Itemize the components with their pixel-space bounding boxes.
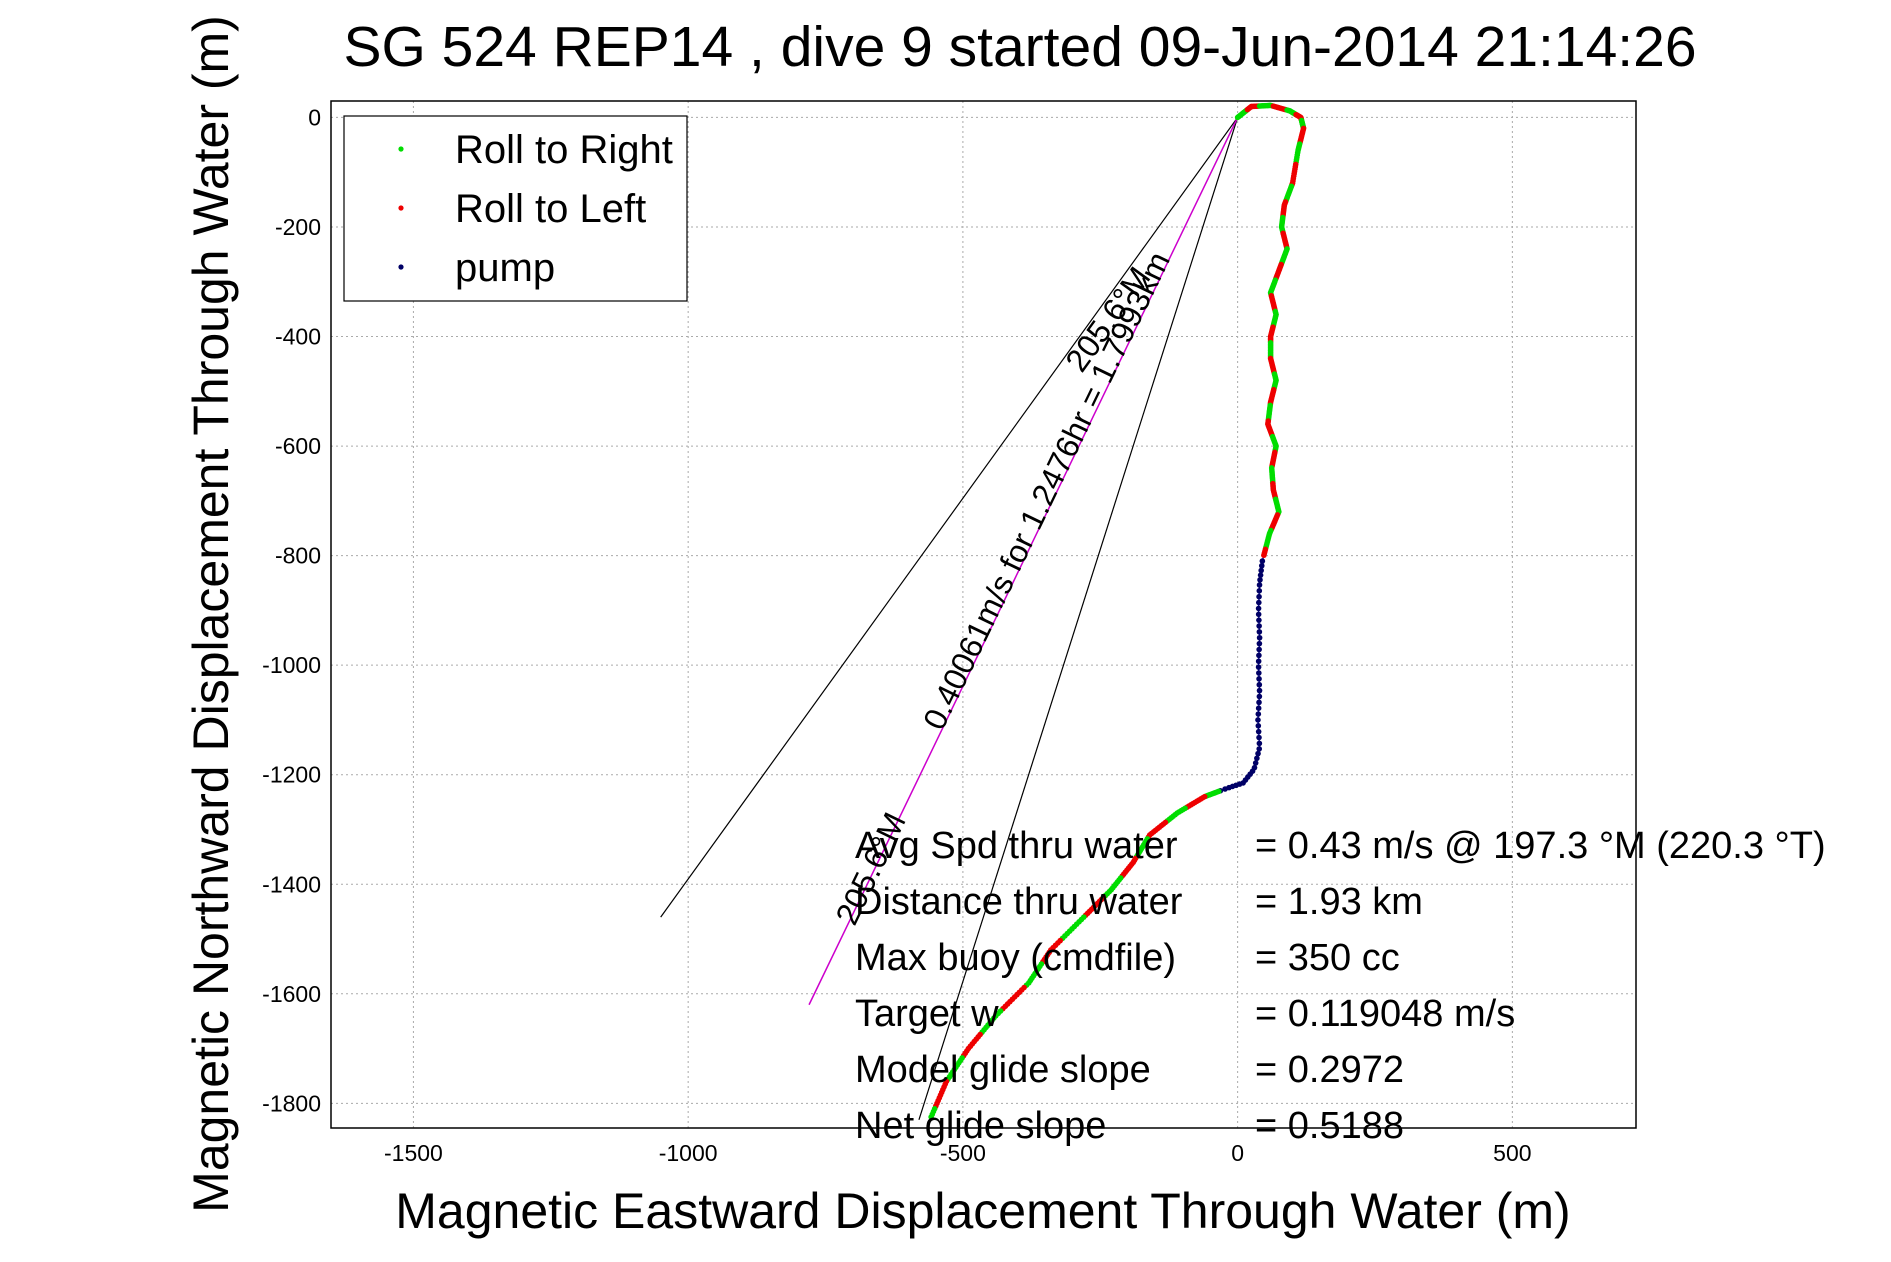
legend: Roll to Right Roll to Left pump — [343, 115, 688, 302]
pump-point — [1256, 693, 1263, 700]
pump-point — [1256, 588, 1263, 594]
y-axis-label: Magnetic Northward Displacement Through … — [183, 15, 239, 1213]
dive-track — [928, 102, 1307, 1121]
pump-point — [1256, 646, 1262, 653]
pump-point — [1256, 593, 1262, 600]
pump-point — [1255, 728, 1262, 735]
y-tick-label: -1000 — [262, 652, 321, 678]
y-tick-label: -400 — [275, 324, 321, 350]
pump-point — [1257, 577, 1263, 583]
pump-point — [1257, 572, 1264, 578]
legend-label: Roll to Right — [455, 128, 673, 172]
legend-marker — [398, 264, 404, 270]
pump-point — [1256, 740, 1263, 747]
chart-title: SG 524 REP14 , dive 9 started 09-Jun-201… — [343, 15, 1696, 79]
pump-point — [1256, 634, 1263, 641]
x-tick-label: 0 — [1231, 1140, 1244, 1166]
pump-point — [1255, 611, 1262, 618]
pump-point — [1254, 755, 1260, 762]
info-label: Model glide slope — [855, 1049, 1151, 1091]
pump-point — [1256, 652, 1262, 659]
pump-point — [1255, 723, 1262, 729]
x-tick-label: -1500 — [384, 1140, 443, 1166]
legend-marker — [398, 205, 404, 211]
cone-line — [660, 117, 1239, 918]
info-value: = 350 cc — [1255, 937, 1400, 979]
pump-point — [1256, 617, 1262, 623]
y-tick-label: -1800 — [262, 1090, 321, 1116]
info-label: Avg Spd thru water — [855, 825, 1178, 867]
y-tick-label: 0 — [308, 104, 321, 130]
pump-point — [1255, 664, 1262, 670]
info-label: Net glide slope — [855, 1105, 1106, 1147]
cone-lines — [660, 117, 1239, 1120]
course-line-path — [808, 117, 1239, 1006]
pump-point — [1255, 711, 1262, 717]
pump-point — [1258, 562, 1265, 569]
course-line — [808, 117, 1239, 1006]
pump-point — [1255, 605, 1262, 612]
pump-point — [1255, 658, 1262, 665]
legend-label: Roll to Left — [455, 187, 646, 231]
x-tick-label: 500 — [1493, 1140, 1531, 1166]
info-value: = 0.2972 — [1255, 1049, 1404, 1091]
course-label: 0.40061m/s for 1.2476hr = 1.7993km — [916, 246, 1177, 735]
pump-point — [1255, 705, 1262, 712]
pump-point — [1259, 558, 1266, 564]
pump-point — [1256, 582, 1263, 588]
pump-point — [1255, 717, 1261, 723]
pump-point — [1256, 599, 1262, 606]
info-value: = 0.43 m/s @ 197.3 °M (220.3 °T) — [1255, 825, 1826, 867]
legend-label: pump — [455, 246, 555, 290]
cone-line — [918, 117, 1239, 1120]
y-tick-label: -800 — [275, 543, 321, 569]
x-tick-label: -500 — [940, 1140, 986, 1166]
y-tick-label: -600 — [275, 433, 321, 459]
pump-point — [1256, 623, 1262, 629]
pump-point — [1256, 699, 1262, 706]
y-tick-label: -1400 — [262, 871, 321, 897]
plot-frame — [330, 100, 1637, 1129]
pump-point — [1256, 676, 1262, 682]
info-label: Distance thru water — [855, 881, 1183, 923]
pump-point — [1256, 670, 1262, 676]
info-value: = 1.93 km — [1255, 881, 1423, 923]
x-tick-label: -1000 — [659, 1140, 718, 1166]
y-tick-label: -1200 — [262, 762, 321, 788]
y-tick-label: -200 — [275, 214, 321, 240]
pump-point — [1255, 750, 1261, 757]
pump-point — [1256, 629, 1263, 635]
info-value: = 0.5188 — [1255, 1105, 1404, 1147]
pump-point — [1256, 746, 1263, 752]
info-block: Avg Spd thru water = 0.43 m/s @ 197.3 °M … — [855, 825, 1826, 1147]
info-label: Max buoy (cmdfile) — [855, 937, 1176, 979]
axis-ticks: -1500 -1000 -500 0 500 0 -200 -400 -600 -800 -1000… — [262, 104, 1531, 1166]
info-value: = 0.119048 m/s — [1255, 993, 1515, 1035]
legend-marker — [398, 146, 404, 152]
pump-point — [1256, 687, 1263, 694]
y-tick-label: -1600 — [262, 981, 321, 1007]
pump-point — [1256, 640, 1263, 647]
pump-point — [1258, 567, 1264, 574]
pump-point — [1252, 760, 1259, 766]
info-label: Target w — [855, 993, 999, 1035]
x-axis-label: Magnetic Eastward Displacement Through W… — [395, 1183, 1570, 1239]
roll-right-point — [928, 1114, 934, 1120]
pump-point — [1256, 734, 1262, 741]
pump-point — [1256, 681, 1263, 688]
roll-left-point — [1261, 552, 1267, 559]
pump-point — [1222, 786, 1228, 792]
